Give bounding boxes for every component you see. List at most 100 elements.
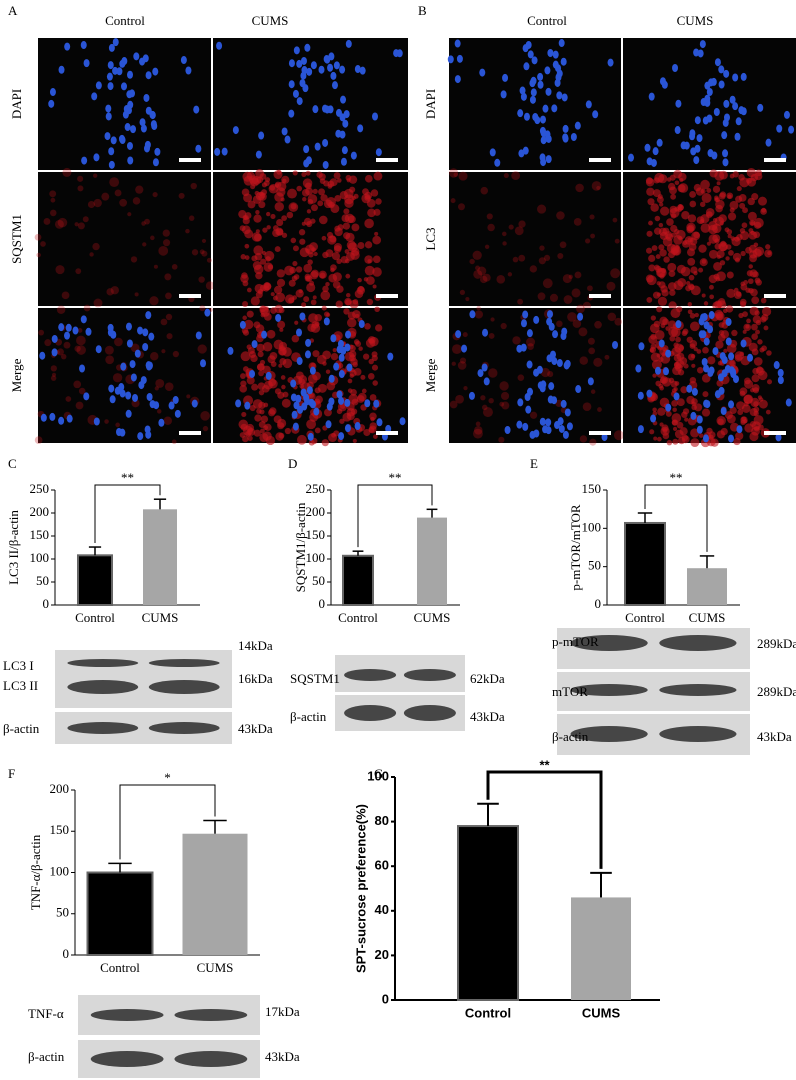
red-stain (310, 270, 319, 280)
nucleus (648, 92, 655, 101)
red-stain (374, 231, 379, 236)
red-stain (648, 264, 656, 272)
red-stain (75, 401, 84, 410)
red-stain (275, 292, 286, 303)
red-stain (751, 323, 758, 331)
red-stain (659, 273, 665, 279)
nucleus (516, 420, 523, 429)
nucleus (244, 401, 251, 410)
nucleus (454, 75, 461, 84)
red-stain (165, 292, 172, 300)
nucleus (539, 153, 546, 162)
nucleus (323, 317, 330, 326)
red-stain (686, 336, 693, 343)
nucleus (72, 326, 79, 335)
blot-row-label: LC3 I (3, 658, 34, 673)
red-stain (247, 435, 253, 441)
nucleus (133, 52, 140, 61)
red-stain (660, 206, 670, 216)
nucleus (126, 90, 133, 99)
y-tick-label: 50 (312, 573, 325, 588)
red-stain (666, 218, 674, 226)
nucleus (777, 376, 784, 385)
nucleus (307, 432, 314, 441)
red-stain (92, 242, 100, 251)
nucleus (265, 371, 272, 380)
red-stain (119, 198, 128, 207)
nucleus (558, 39, 565, 48)
nucleus (105, 112, 112, 121)
red-stain (304, 273, 311, 280)
red-stain (165, 313, 173, 321)
red-stain (670, 193, 677, 200)
nucleus (123, 104, 130, 113)
red-stain (191, 249, 199, 256)
red-stain (239, 385, 248, 393)
nucleus (255, 150, 262, 159)
red-stain (689, 191, 696, 198)
nucleus (531, 56, 538, 65)
nucleus (359, 66, 366, 75)
red-stain (358, 346, 363, 351)
red-stain (317, 354, 327, 365)
red-stain (585, 238, 591, 244)
red-stain (366, 298, 374, 306)
red-stain (333, 430, 340, 437)
scale-bar (179, 294, 201, 298)
nucleus (110, 136, 117, 145)
red-stain (74, 345, 81, 352)
nucleus (104, 132, 111, 141)
red-stain (738, 312, 744, 319)
nucleus (345, 330, 352, 339)
nucleus (740, 339, 747, 348)
red-stain (677, 436, 686, 445)
nucleus (714, 58, 721, 67)
red-stain (613, 430, 624, 441)
nucleus (396, 49, 403, 58)
red-stain (158, 245, 169, 256)
nucleus (216, 41, 223, 50)
red-stain (582, 402, 592, 412)
blot-row-label: TNF-α (28, 1006, 64, 1021)
red-stain (733, 291, 742, 299)
red-stain (149, 296, 159, 306)
red-stain (448, 168, 459, 178)
nucleus (58, 323, 65, 332)
red-stain (668, 326, 679, 337)
red-stain (673, 361, 680, 367)
red-stain (656, 281, 661, 286)
nucleus (504, 425, 511, 434)
red-stain (326, 231, 334, 239)
bar (571, 897, 631, 1000)
red-stain (345, 251, 355, 261)
nucleus (547, 48, 554, 57)
nucleus (516, 344, 523, 353)
nucleus (258, 131, 265, 140)
red-stain (263, 180, 270, 187)
nucleus (675, 320, 682, 329)
nucleus (125, 391, 132, 400)
red-stain (156, 409, 162, 414)
red-stain (683, 363, 689, 369)
nucleus (718, 386, 725, 395)
red-stain (752, 315, 762, 324)
red-stain (349, 369, 357, 377)
red-stain (253, 321, 261, 329)
red-stain (729, 200, 739, 210)
nucleus (552, 330, 559, 339)
red-stain (646, 275, 657, 286)
red-stain (200, 411, 210, 421)
red-stain (322, 251, 329, 259)
nucleus (740, 72, 747, 81)
nucleus (697, 49, 704, 58)
red-stain (677, 204, 684, 211)
blot-size-label: 17kDa (265, 1004, 300, 1019)
nucleus (333, 61, 340, 70)
nucleus (344, 424, 351, 433)
red-stain (333, 245, 342, 253)
red-stain (160, 318, 168, 326)
nucleus (646, 157, 653, 166)
nucleus (130, 125, 137, 134)
nucleus (373, 399, 380, 408)
nucleus (526, 329, 533, 338)
